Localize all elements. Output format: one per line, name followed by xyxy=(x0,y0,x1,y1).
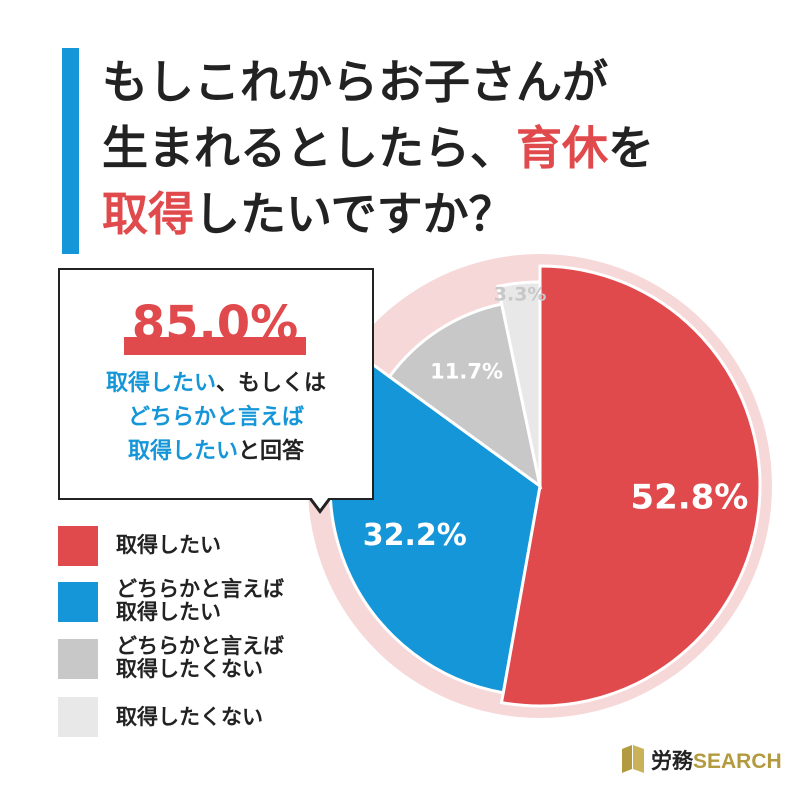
legend-label-2: どちらかと言えば 取得したい xyxy=(116,578,284,624)
title-line-3-text: したいですか？ xyxy=(194,187,515,241)
title-line-1-text: もしこれからお子さんが xyxy=(102,55,608,109)
legend-label-3-line-2: 取得したくない xyxy=(116,657,263,681)
legend-label-4-line-1: 取得したくない xyxy=(116,705,263,729)
headline-underline xyxy=(124,337,306,355)
pie-slice-3 xyxy=(387,302,543,490)
headline-percentage: 85.0% xyxy=(131,296,299,352)
callout-box xyxy=(58,268,374,500)
legend-label-3-line-1: どちらかと言えば xyxy=(116,634,284,658)
legend-label-3: どちらかと言えば 取得したくない xyxy=(116,635,284,681)
title-line-3: 取得したいですか？ xyxy=(102,184,515,244)
title-line-2-text: 生まれるとしたら、 xyxy=(102,121,516,175)
legend-swatch-1 xyxy=(58,526,98,566)
legend-label-1-line-1: 取得したい xyxy=(116,533,221,557)
pie-slice-1 xyxy=(499,264,762,708)
pie-label-3: 11.7% xyxy=(430,360,503,384)
brand-logo: 労務SEARCH xyxy=(651,745,782,775)
title-accent-bar xyxy=(62,48,79,254)
brand-logo-kanji: 労務 xyxy=(651,750,693,773)
callout-line-1: 取得したい、もしくは xyxy=(60,368,372,400)
callout-line-1-highlight: 取得したい xyxy=(105,371,216,396)
legend-swatch-4 xyxy=(58,697,98,737)
legend-label-2-line-2: 取得したい xyxy=(116,600,221,624)
callout-line-3: 取得したいと回答 xyxy=(60,436,372,468)
callout-line-2: どちらかと言えば xyxy=(127,405,304,430)
title-line-1: もしこれからお子さんが xyxy=(102,52,608,112)
pie-slice-4 xyxy=(496,280,542,487)
legend-label-4: 取得したくない xyxy=(116,706,263,729)
title-accent-shutoku: 取得 xyxy=(102,187,194,241)
pie-label-4: 3.3% xyxy=(494,284,547,306)
legend-label-1: 取得したい xyxy=(116,534,221,557)
callout-line-3-text: と回答 xyxy=(238,439,305,464)
title-line-2-end: を xyxy=(608,121,654,175)
legend-swatch-2 xyxy=(58,582,98,622)
legend-swatch-3 xyxy=(58,639,98,679)
book-logo-icon xyxy=(622,745,644,773)
title-line-2: 生まれるとしたら、育休を xyxy=(102,118,654,178)
brand-logo-latin: SEARCH xyxy=(693,750,782,773)
pie-label-1: 52.8% xyxy=(630,478,748,518)
pie-label-2: 32.2% xyxy=(363,518,467,553)
callout-line-3-highlight: 取得したい xyxy=(127,439,238,464)
callout-line-1-text: 、もしくは xyxy=(216,371,327,396)
legend-label-2-line-1: どちらかと言えば xyxy=(116,577,284,601)
title-accent-ikukyu: 育休 xyxy=(516,121,608,175)
callout-pointer-fill xyxy=(311,497,329,509)
